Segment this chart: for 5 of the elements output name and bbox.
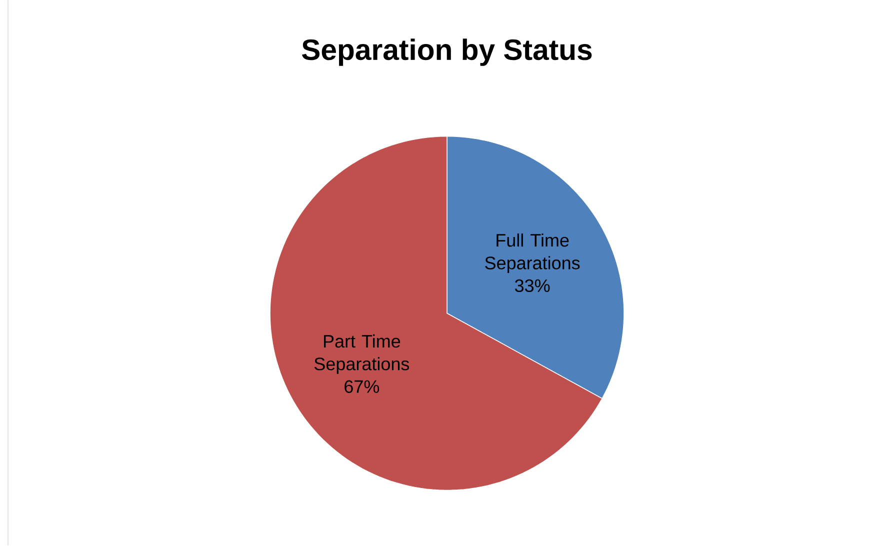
slice-label: Full Time Separations xyxy=(485,234,580,274)
chart-title: Separation by Status xyxy=(302,38,592,66)
slice-label: Part Time Separations xyxy=(314,334,410,374)
data-label: 33% xyxy=(515,280,550,292)
data-label: 67% xyxy=(344,380,380,394)
